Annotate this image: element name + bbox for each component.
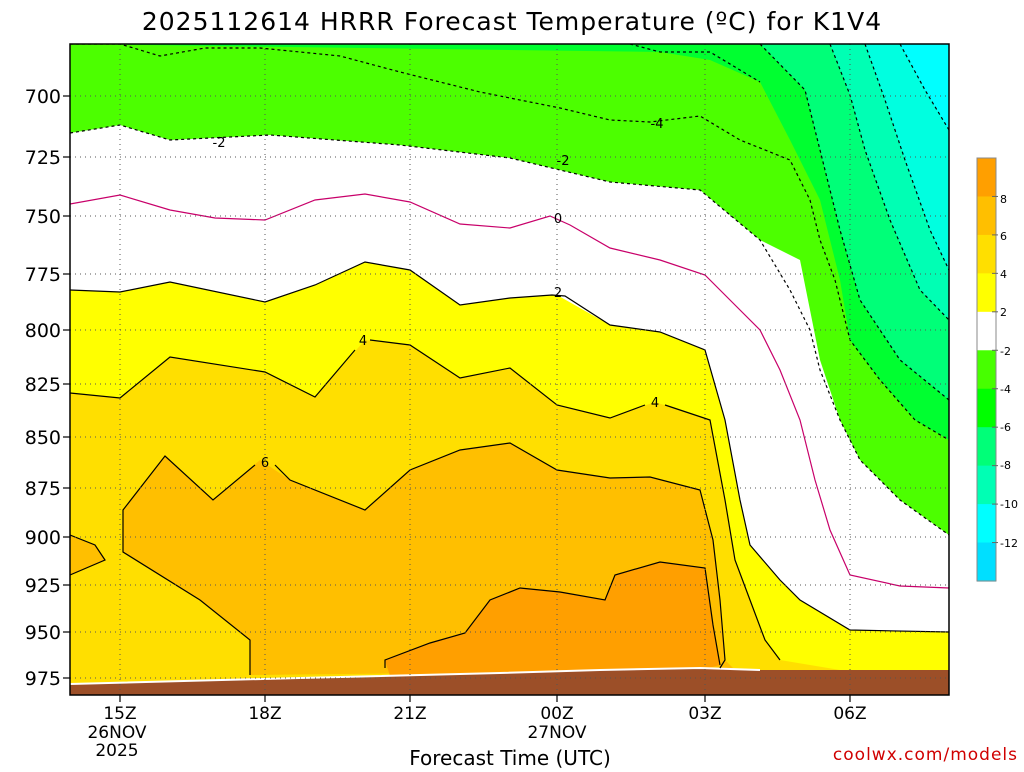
colorbar-segment bbox=[977, 350, 996, 390]
x-tick-label-00z: 00Z bbox=[540, 704, 573, 724]
colorbar-segment bbox=[977, 504, 996, 544]
fill-8-darkorange bbox=[385, 562, 720, 676]
y-axis bbox=[63, 95, 70, 679]
y-tick-label: 825 bbox=[25, 374, 61, 396]
fill-6-left-blob bbox=[70, 535, 105, 575]
y-tick-label: 950 bbox=[25, 622, 61, 644]
terrain bbox=[70, 668, 949, 695]
colorbar-segment bbox=[977, 196, 996, 236]
colorbar-segment bbox=[977, 542, 996, 582]
colorbar-segment bbox=[977, 234, 996, 274]
y-tick-label: 925 bbox=[25, 575, 61, 597]
contour-6 bbox=[122, 442, 726, 675]
x-tick-label-03z: 03Z bbox=[688, 704, 721, 724]
colorbar-label: -6 bbox=[1000, 421, 1011, 434]
contour-neg2 bbox=[70, 124, 949, 536]
contour-label-2: 2 bbox=[554, 286, 562, 301]
contour-2 bbox=[70, 261, 949, 633]
plot-fill bbox=[70, 44, 949, 695]
colorbar-segment bbox=[977, 273, 996, 313]
colorbar-label: -2 bbox=[1000, 345, 1011, 358]
x-tick-label-year: 2025 bbox=[95, 741, 138, 761]
colorbar-label: 4 bbox=[1000, 268, 1007, 281]
x-tick-label-21z: 21Z bbox=[393, 704, 426, 724]
colorbar-label: 2 bbox=[1000, 306, 1007, 319]
x-tick-label-date: 26NOV bbox=[87, 723, 146, 743]
chart-title: 2025112614 HRRR Forecast Temperature (ºC… bbox=[142, 7, 882, 36]
x-tick-labels: 15Z 26NOV 2025 18Z 21Z 00Z 27NOV 03Z 06Z bbox=[87, 704, 866, 761]
y-tick-label: 775 bbox=[25, 264, 61, 286]
x-axis bbox=[119, 695, 851, 702]
contour-6-left bbox=[70, 534, 106, 576]
x-axis-label: Forecast Time (UTC) bbox=[409, 746, 611, 768]
contour-label-neg2-mid: -2 bbox=[557, 154, 570, 169]
contour-label-4-left: 4 bbox=[359, 334, 367, 349]
x-tick-label-18z: 18Z bbox=[248, 704, 281, 724]
colorbar-segment bbox=[977, 427, 996, 467]
colorbar-label: 8 bbox=[1000, 193, 1007, 206]
y-tick-labels: 700 725 750 775 800 825 850 875 900 925 … bbox=[25, 86, 61, 690]
colorbar-segment bbox=[977, 311, 996, 351]
contour-labels: -4 -2 -2 0 2 4 4 6 bbox=[213, 117, 664, 471]
contour-0 bbox=[70, 193, 949, 589]
x-tick-label-06z: 06Z bbox=[833, 704, 866, 724]
y-tick-label: 800 bbox=[25, 320, 61, 342]
x-tick-label-date: 27NOV bbox=[527, 723, 586, 743]
colorbar-frame bbox=[976, 157, 997, 582]
contour-label-0: 0 bbox=[554, 212, 562, 227]
colorbar-label: -8 bbox=[1000, 459, 1011, 472]
y-tick-label: 850 bbox=[25, 427, 61, 449]
y-tick-label: 975 bbox=[25, 668, 61, 690]
contour-label-neg2-left: -2 bbox=[213, 136, 226, 151]
contour-neg4 bbox=[70, 44, 949, 441]
y-tick-label: 750 bbox=[25, 206, 61, 228]
colorbar-segment bbox=[977, 388, 996, 428]
grid bbox=[70, 44, 949, 695]
colorbar-segment bbox=[977, 465, 996, 505]
x-tick-label-15z: 15Z bbox=[103, 704, 136, 724]
contour-lines bbox=[70, 44, 949, 675]
plot-frame bbox=[69, 43, 950, 696]
y-tick-label: 725 bbox=[25, 147, 61, 169]
colorbar-label: -4 bbox=[1000, 383, 1011, 396]
colorbar-label: -10 bbox=[1000, 498, 1018, 511]
colorbar-label: -12 bbox=[1000, 537, 1018, 550]
colorbar-segment bbox=[977, 158, 996, 198]
colorbar-label: 6 bbox=[1000, 230, 1007, 243]
y-tick-label: 900 bbox=[25, 527, 61, 549]
terrain-edge bbox=[70, 666, 761, 685]
contour-label-4-right: 4 bbox=[651, 396, 659, 411]
contour-neg4-top bbox=[629, 44, 761, 83]
credit-link[interactable]: coolwx.com/models bbox=[833, 745, 1018, 765]
contour-8 bbox=[384, 561, 721, 668]
colorbar bbox=[976, 157, 998, 582]
contour-neg10 bbox=[864, 44, 949, 271]
y-tick-label: 875 bbox=[25, 478, 61, 500]
contour-label-neg4: -4 bbox=[651, 117, 664, 132]
contour-label-6: 6 bbox=[261, 456, 269, 471]
y-tick-label: 700 bbox=[25, 86, 61, 108]
colorbar-labels: 8 6 4 2 -2 -4 -6 -8 -10 -12 bbox=[1000, 193, 1018, 550]
